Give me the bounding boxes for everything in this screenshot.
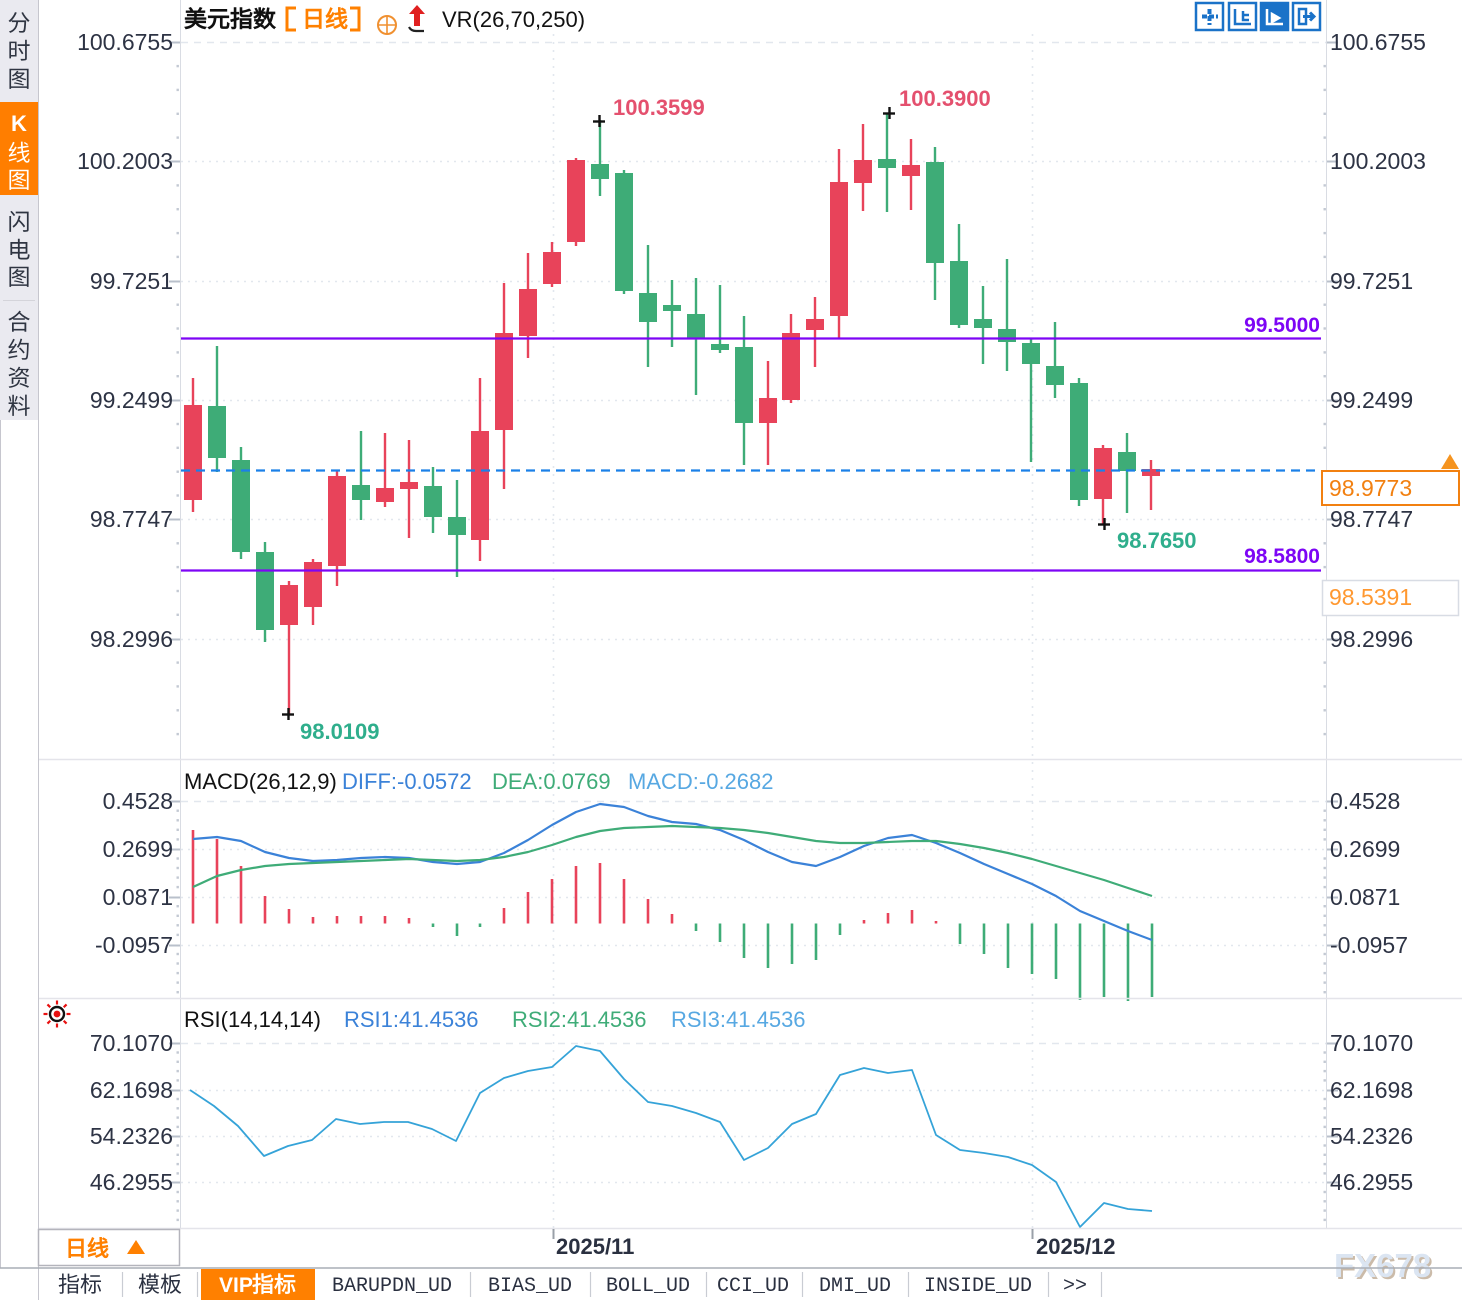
svg-text:RSI2:41.4536: RSI2:41.4536 xyxy=(512,1007,647,1032)
svg-text:RSI3:41.4536: RSI3:41.4536 xyxy=(671,1007,806,1032)
svg-text:BARUPDN_UD: BARUPDN_UD xyxy=(332,1275,452,1298)
svg-text:DEA:0.0769: DEA:0.0769 xyxy=(492,769,611,794)
svg-text:62.1698: 62.1698 xyxy=(90,1077,173,1103)
svg-text:98.7747: 98.7747 xyxy=(90,506,173,532)
svg-text:46.2955: 46.2955 xyxy=(1330,1169,1413,1195)
svg-text:DMI_UD: DMI_UD xyxy=(819,1275,891,1298)
svg-text:-0.0957: -0.0957 xyxy=(1330,932,1408,958)
svg-text:62.1698: 62.1698 xyxy=(1330,1077,1413,1103)
svg-text:99.5000: 99.5000 xyxy=(1244,314,1320,337)
svg-text:100.2003: 100.2003 xyxy=(1330,148,1426,174)
svg-text:CCI_UD: CCI_UD xyxy=(717,1275,789,1298)
svg-text:100.6755: 100.6755 xyxy=(77,29,173,55)
svg-text:BOLL_UD: BOLL_UD xyxy=(606,1275,690,1298)
svg-text:0.2699: 0.2699 xyxy=(103,836,173,862)
svg-text:98.9773: 98.9773 xyxy=(1329,475,1412,501)
svg-text:MACD(26,12,9): MACD(26,12,9) xyxy=(184,769,337,794)
svg-text:-0.0957: -0.0957 xyxy=(95,932,173,958)
svg-text:2025/12: 2025/12 xyxy=(1036,1234,1116,1259)
svg-text:VR(26,70,250): VR(26,70,250) xyxy=(442,7,585,32)
svg-text:2025/11: 2025/11 xyxy=(556,1234,634,1259)
svg-text:K: K xyxy=(11,111,27,136)
svg-text:46.2955: 46.2955 xyxy=(90,1169,173,1195)
svg-text:99.2499: 99.2499 xyxy=(90,387,173,413)
svg-text:INSIDE_UD: INSIDE_UD xyxy=(924,1275,1032,1298)
svg-text:54.2326: 54.2326 xyxy=(1330,1123,1413,1149)
svg-text:0.4528: 0.4528 xyxy=(103,788,173,814)
svg-text:98.7747: 98.7747 xyxy=(1330,506,1413,532)
svg-text:70.1070: 70.1070 xyxy=(90,1030,173,1056)
svg-text:MACD:-0.2682: MACD:-0.2682 xyxy=(628,769,774,794)
svg-text:0.0871: 0.0871 xyxy=(1330,884,1400,910)
svg-text:VIP: VIP xyxy=(219,1274,253,1297)
svg-text:100.3599: 100.3599 xyxy=(613,95,705,120)
svg-text:99.2499: 99.2499 xyxy=(1330,387,1413,413)
svg-text:54.2326: 54.2326 xyxy=(90,1123,173,1149)
svg-text:98.2996: 98.2996 xyxy=(90,626,173,652)
svg-text:>>: >> xyxy=(1063,1275,1087,1298)
svg-text:RSI(14,14,14): RSI(14,14,14) xyxy=(184,1007,321,1032)
svg-text:98.0109: 98.0109 xyxy=(300,719,380,744)
svg-text:0.2699: 0.2699 xyxy=(1330,836,1400,862)
svg-text:100.6755: 100.6755 xyxy=(1330,29,1426,55)
svg-text:0.0871: 0.0871 xyxy=(103,884,173,910)
svg-text:98.5800: 98.5800 xyxy=(1244,545,1320,568)
svg-text:99.7251: 99.7251 xyxy=(90,268,173,294)
svg-text:98.5391: 98.5391 xyxy=(1329,584,1412,610)
svg-text:DIFF:-0.0572: DIFF:-0.0572 xyxy=(342,769,472,794)
svg-text:FX678: FX678 xyxy=(1334,1247,1431,1284)
svg-text:0.4528: 0.4528 xyxy=(1330,788,1400,814)
svg-text:70.1070: 70.1070 xyxy=(1330,1030,1413,1056)
svg-text:100.2003: 100.2003 xyxy=(77,148,173,174)
svg-text:98.2996: 98.2996 xyxy=(1330,626,1413,652)
svg-text:100.3900: 100.3900 xyxy=(899,86,991,111)
svg-text:RSI1:41.4536: RSI1:41.4536 xyxy=(344,1007,479,1032)
svg-text:BIAS_UD: BIAS_UD xyxy=(488,1275,572,1298)
svg-text:98.7650: 98.7650 xyxy=(1117,528,1197,553)
svg-text:99.7251: 99.7251 xyxy=(1330,268,1413,294)
